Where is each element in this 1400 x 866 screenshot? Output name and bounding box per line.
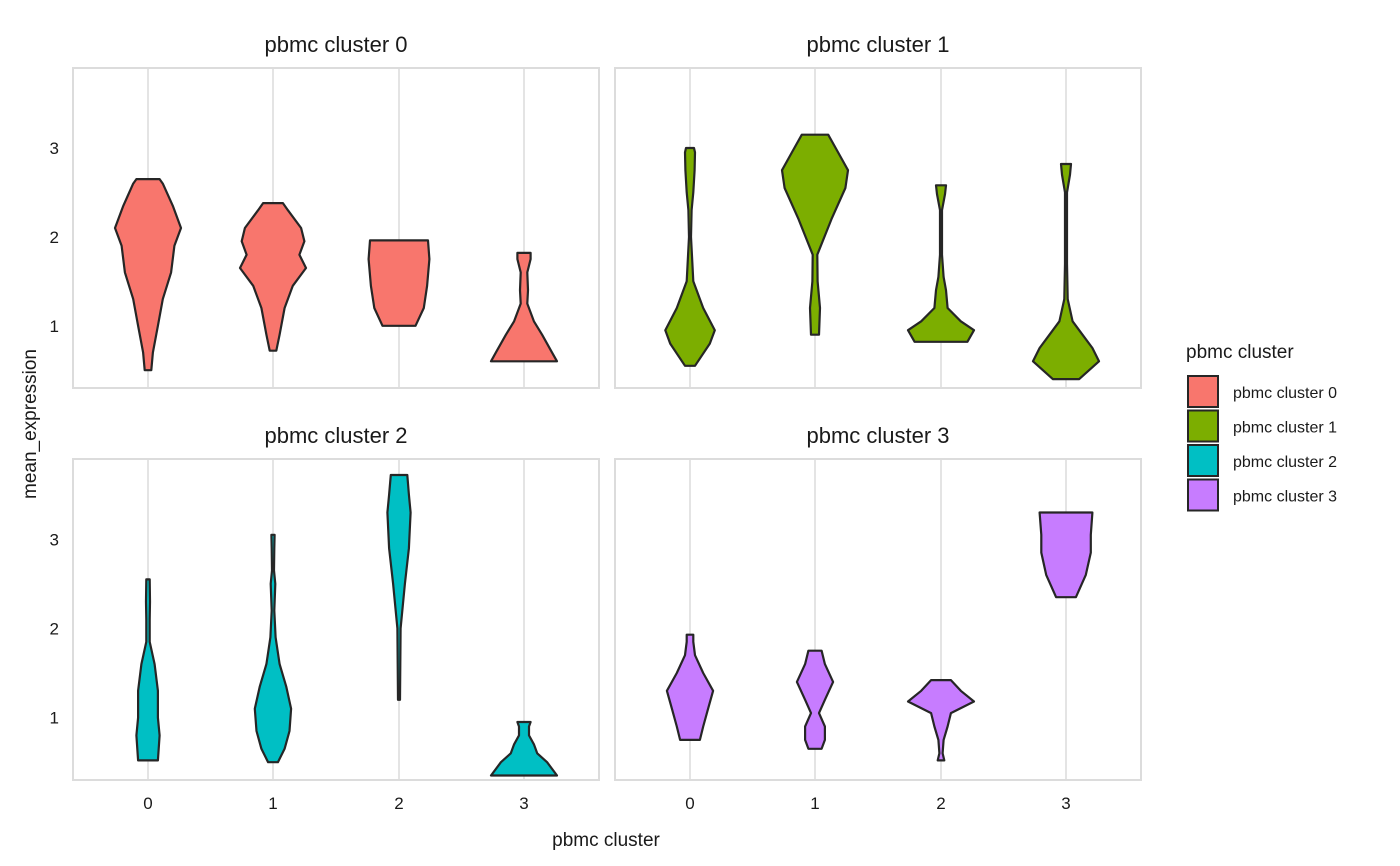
legend-key — [1187, 375, 1219, 408]
facet-panel: pbmc cluster 1 — [614, 32, 1142, 389]
violin-cluster-2 — [906, 184, 976, 343]
x-tick-label: 0 — [685, 794, 694, 813]
violin-cluster-1 — [253, 533, 293, 764]
panel-border — [72, 458, 600, 781]
panel-border — [72, 67, 600, 389]
x-tick-label: 0 — [143, 794, 152, 813]
panel-border — [614, 458, 1142, 781]
facet-panel: pbmc cluster 2 1 2 3 0 1 2 3 — [50, 423, 600, 813]
violin-cluster-3 — [489, 251, 559, 363]
legend-label: pbmc cluster 3 — [1233, 489, 1337, 506]
facet-title: pbmc cluster 2 — [264, 423, 407, 448]
violin-cluster-2 — [906, 679, 976, 762]
legend-label: pbmc cluster 2 — [1233, 454, 1337, 471]
y-tick-label: 3 — [50, 139, 59, 158]
facet-panel: pbmc cluster 3 0 1 2 3 — [614, 423, 1142, 813]
x-tick-label: 2 — [394, 794, 403, 813]
legend-label: pbmc cluster 0 — [1233, 385, 1337, 402]
facet-panel: pbmc cluster 0 1 2 3 — [50, 32, 600, 389]
violin-cluster-3 — [1031, 162, 1101, 381]
legend-title: pbmc cluster — [1186, 342, 1294, 363]
legend-key — [1187, 409, 1219, 443]
y-tick-label: 1 — [50, 317, 59, 336]
violin-cluster-2 — [386, 473, 412, 701]
violin-cluster-1 — [795, 649, 835, 750]
legend-key — [1187, 444, 1219, 477]
y-tick-label: 3 — [50, 530, 59, 549]
facet-title: pbmc cluster 0 — [264, 32, 407, 57]
y-tick-label: 2 — [50, 228, 59, 247]
x-tick-label: 3 — [519, 794, 528, 813]
legend-key — [1187, 478, 1219, 512]
violin-cluster-1 — [238, 202, 308, 352]
y-tick-label: 2 — [50, 619, 59, 638]
violin-cluster-1 — [780, 133, 850, 336]
violin-cluster-3 — [1038, 511, 1094, 599]
panel-border — [614, 67, 1142, 389]
violin-cluster-0 — [135, 578, 161, 762]
x-tick-label: 3 — [1061, 794, 1070, 813]
violin-cluster-0 — [664, 146, 716, 367]
violin-cluster-0 — [665, 633, 715, 741]
facet-title: pbmc cluster 3 — [806, 423, 949, 448]
legend: pbmc cluster pbmc cluster 0 pbmc cluster … — [1186, 342, 1337, 512]
facet-panels: pbmc cluster 0 1 2 3 pbmc cluster 1 pbmc clus… — [50, 32, 1142, 813]
x-axis-title: pbmc cluster — [552, 830, 660, 851]
facet-title: pbmc cluster 1 — [806, 32, 949, 57]
x-tick-label: 1 — [268, 794, 277, 813]
x-tick-label: 1 — [810, 794, 819, 813]
x-tick-label: 2 — [936, 794, 945, 813]
violin-cluster-3 — [489, 720, 559, 777]
legend-label: pbmc cluster 1 — [1233, 420, 1337, 437]
violin-cluster-2 — [367, 239, 431, 327]
y-axis-title: mean_expression — [20, 349, 41, 499]
y-tick-label: 1 — [50, 709, 59, 728]
violin-cluster-0 — [113, 178, 183, 372]
